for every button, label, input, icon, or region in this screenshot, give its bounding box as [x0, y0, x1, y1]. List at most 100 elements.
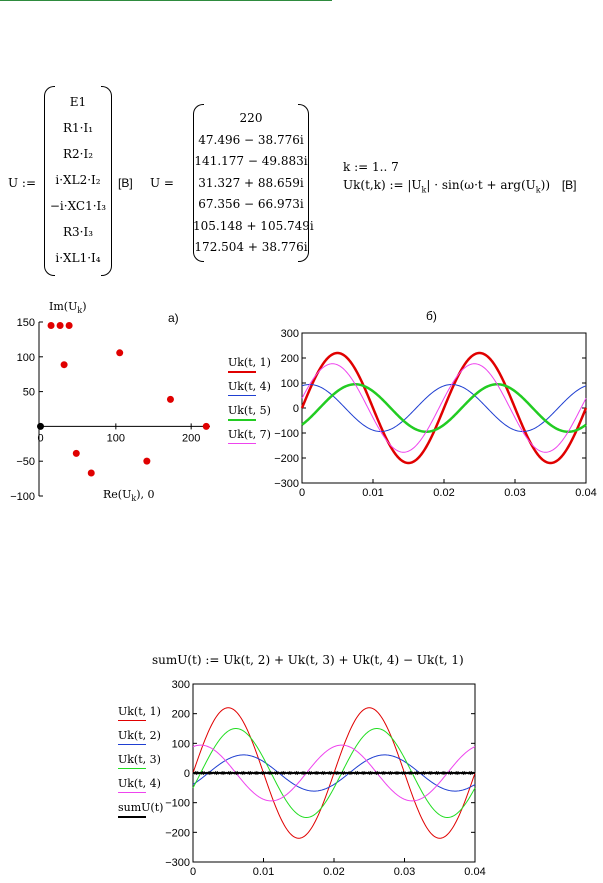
top-rule: [0, 0, 332, 1]
y-tick-label: 100: [281, 378, 299, 390]
series-uk-t-7-: [301, 363, 587, 453]
matrix-u1-row-3: R2·I₂: [62, 147, 94, 161]
k-range-def: k := 1.. 7: [343, 160, 399, 174]
scatter-point: [143, 457, 151, 465]
matrix-u1-row-1: E1: [69, 95, 87, 109]
matrix-u2: 220 47.496 − 38.776i 141.177 − 49.883i 31.3…: [193, 104, 314, 262]
x-tick-label: 0.02: [433, 487, 454, 499]
uk-def-sub2: k: [535, 185, 541, 195]
matrix-u1-row-7: i·XL1·I₄: [55, 251, 101, 265]
chart-a-ylabel-end: ): [82, 300, 87, 313]
legend-label: Uk(t, 2): [118, 729, 161, 742]
sum-def: sumU(t) := Uk(t, 2) + Uk(t, 3) + Uk(t, 4…: [152, 653, 464, 667]
chart-b-legend: Uk(t, 1) Uk(t, 4) Uk(t, 5) Uk(t, 7): [228, 356, 298, 456]
matrix-u1-row-4: i·XL2·I₂: [55, 173, 101, 187]
x-tick-label: 0.02: [323, 866, 344, 878]
legend-swatch: [118, 792, 146, 793]
chart-b-panel-label: б): [426, 309, 437, 323]
legend-label: Uk(t, 4): [228, 380, 271, 393]
y-tick-label: −200: [165, 827, 190, 839]
x-tick-label: 0.01: [362, 487, 383, 499]
matrix-u1-row-2: R1·I₁: [62, 121, 94, 135]
series-uk-t-3-: [192, 728, 476, 818]
scatter-point: [56, 321, 64, 329]
chart-a-ylabel: Im(Uk): [49, 300, 87, 315]
matrix-u2-row-2: 47.496 − 38.776i: [198, 132, 304, 147]
chart-a-ylabel-text: Im(U: [49, 300, 78, 313]
legend-swatch: [228, 419, 256, 421]
series-uk-t-5-: [301, 382, 587, 434]
series-uk-t-2-: [192, 754, 476, 792]
scatter-point: [116, 349, 124, 357]
legend-swatch: [228, 395, 256, 396]
x-tick-label: 0.04: [575, 487, 596, 499]
scatter-point: [202, 422, 210, 430]
y-tick-label: 0: [184, 768, 190, 780]
y-tick-label: −50: [16, 456, 35, 468]
y-tick-label: −300: [165, 857, 190, 869]
series-sumu-t-: [192, 770, 476, 776]
origin-point: [37, 422, 45, 430]
matrix-u2-rows: 220 47.496 − 38.776i 141.177 − 49.883i 31.3…: [193, 108, 314, 259]
x-tick-label: 0.01: [253, 866, 274, 878]
y-tick-label: 50: [23, 387, 35, 399]
y-tick-label: −300: [274, 478, 299, 490]
x-tick-label: 0: [37, 432, 43, 444]
uk-def-tail2: )): [540, 178, 551, 192]
matrix-u2-row-3: 141.177 − 49.883i: [194, 154, 308, 168]
legend-label: sumU(t): [118, 801, 164, 814]
y-tick-label: 200: [281, 353, 299, 365]
scatter-point: [166, 395, 174, 403]
legend-label: Uk(t, 1): [228, 356, 271, 369]
scatter-point: [60, 361, 68, 369]
legend-swatch: [118, 720, 146, 721]
chart-a: 150 100 50 −50 −100 0 100 200: [10, 317, 210, 503]
chart-c-legend: Uk(t, 1) Uk(t, 2) Uk(t, 3) Uk(t, 4) sumU(t): [118, 705, 188, 835]
legend-label: Uk(t, 1): [118, 705, 161, 718]
legend-swatch: [118, 816, 146, 818]
legend-swatch: [228, 443, 256, 444]
matrix-u2-row-1: 220: [239, 111, 263, 125]
scatter-point: [47, 321, 55, 329]
series-uk-t-1-: [300, 351, 588, 465]
uk-def-unit: [B]: [561, 178, 577, 192]
chart-a-xlabel: Re(Uk), 0: [103, 488, 155, 503]
matrix-u2-row-6: 105.148 + 105.749i: [193, 218, 314, 233]
y-tick-label: 100: [17, 352, 35, 364]
scatter-point: [65, 321, 73, 329]
chart-a-ylabel-sub: k: [77, 306, 83, 316]
uk-def: Uk(t,k) := |Uk| · sin(ω·t + arg(Uk)) [B]: [343, 178, 577, 194]
legend-swatch: [118, 744, 146, 745]
scatter-point: [87, 469, 95, 477]
matrix-u1-row-5: −i·XC1·I₃: [49, 199, 107, 213]
legend-swatch: [228, 371, 256, 373]
y-tick-label: −100: [274, 428, 299, 440]
matrix-u2-lhs: U =: [150, 176, 174, 190]
y-tick-label: 150: [17, 317, 35, 329]
y-tick-label: 300: [172, 679, 190, 691]
matrix-u1: E1 R1·I₁ R2·I₂ i·XL2·I₂ −i·XC1·I₃ R3·I₃ i·XL1·…: [44, 86, 112, 276]
x-tick-label: 0.04: [464, 866, 485, 878]
x-tick-label: 0.03: [394, 866, 415, 878]
matrix-u1-rows: E1 R1·I₁ R2·I₂ i·XL2·I₂ −i·XC1·I₃ R3·I₃ i·XL1·…: [44, 89, 112, 271]
uk-def-tail: | · sin(ω·t + arg(U: [426, 178, 536, 192]
matrix-u2-row-7: 172.504 + 38.776i: [194, 240, 308, 254]
series-uk-t-4-: [301, 383, 587, 433]
y-tick-label: −100: [165, 798, 190, 810]
chart-a-xlabel-text: Re(U: [103, 488, 132, 501]
matrix-u2-row-5: 67.356 − 66.973i: [198, 197, 304, 211]
chart-a-panel-label: а): [168, 311, 179, 325]
y-tick-label: 0: [293, 403, 299, 415]
uk-def-head: Uk(t,k) := |U: [343, 178, 422, 192]
x-tick-label: 0: [190, 866, 196, 878]
x-tick-label: 200: [182, 432, 200, 444]
y-tick-label: −200: [274, 453, 299, 465]
y-tick-label: 100: [172, 738, 190, 750]
y-tick-label: 200: [172, 709, 190, 721]
y-tick-label: −100: [10, 491, 35, 503]
series-uk-t-4-: [192, 744, 476, 802]
chart-a-xlabel-end: ), 0: [136, 488, 155, 501]
legend-swatch: [118, 768, 146, 769]
